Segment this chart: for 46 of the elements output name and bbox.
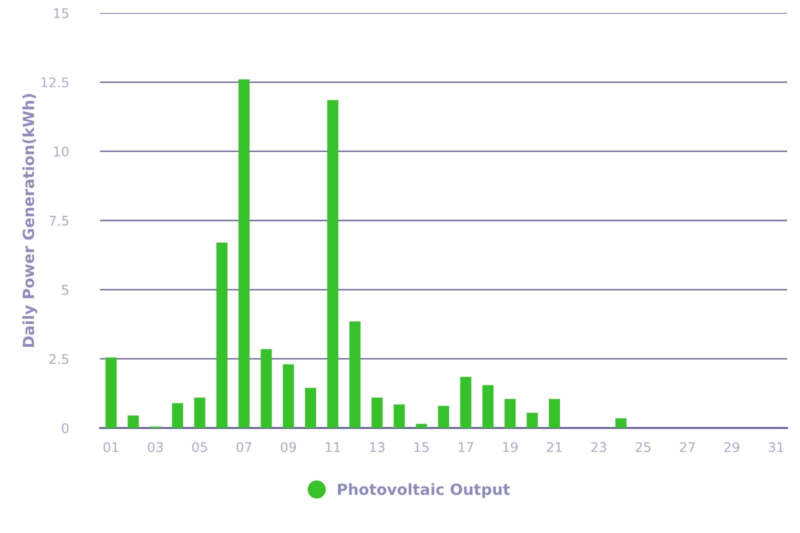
x-tick-label: 21 (547, 442, 562, 452)
x-tick-label: 05 (192, 442, 207, 452)
x-tick-label: 23 (591, 442, 606, 452)
bar (327, 100, 338, 428)
bar (548, 398, 560, 428)
x-tick-label: 25 (636, 442, 650, 452)
bar (194, 398, 206, 428)
bar (238, 79, 250, 428)
y-axis-title: Daily Power Generation(kWh) (22, 94, 38, 347)
y-tick-label: 5 (62, 285, 68, 295)
y-tick-label: 7.5 (50, 216, 68, 226)
y-tick-label: 12.5 (42, 77, 68, 88)
bar (482, 385, 494, 428)
bar (372, 398, 383, 428)
x-tick-label: 03 (148, 442, 163, 452)
bar (416, 424, 427, 428)
bar (106, 357, 117, 428)
bar (615, 418, 626, 428)
bar (349, 321, 360, 428)
x-tick-label: 09 (280, 442, 296, 452)
y-tick-label: 15 (54, 8, 68, 18)
bar (460, 376, 472, 428)
bar (438, 406, 450, 428)
bar (305, 388, 316, 428)
y-tick-label: 2.5 (49, 354, 68, 364)
x-tick-label: 13 (370, 442, 384, 452)
bar (128, 416, 139, 428)
x-tick-label: 27 (680, 442, 695, 452)
x-tick-label: 31 (768, 442, 784, 452)
x-tick-label: 07 (236, 442, 252, 452)
bar (504, 398, 516, 428)
x-tick-label: 15 (414, 442, 429, 452)
x-tick-label: 01 (104, 442, 118, 452)
bar (394, 404, 405, 428)
bar (526, 412, 538, 428)
x-tick-label: 11 (326, 442, 340, 452)
bar (282, 364, 294, 428)
y-tick-label: 0 (62, 423, 69, 434)
bar (260, 349, 272, 428)
bar (216, 242, 228, 428)
bar (172, 403, 184, 428)
y-tick-label: 10 (54, 146, 69, 157)
x-tick-label: 19 (503, 442, 518, 452)
x-tick-label: 29 (724, 442, 740, 452)
legend-label: Photovoltaic Output (338, 483, 510, 498)
x-tick-label: 17 (458, 442, 474, 452)
